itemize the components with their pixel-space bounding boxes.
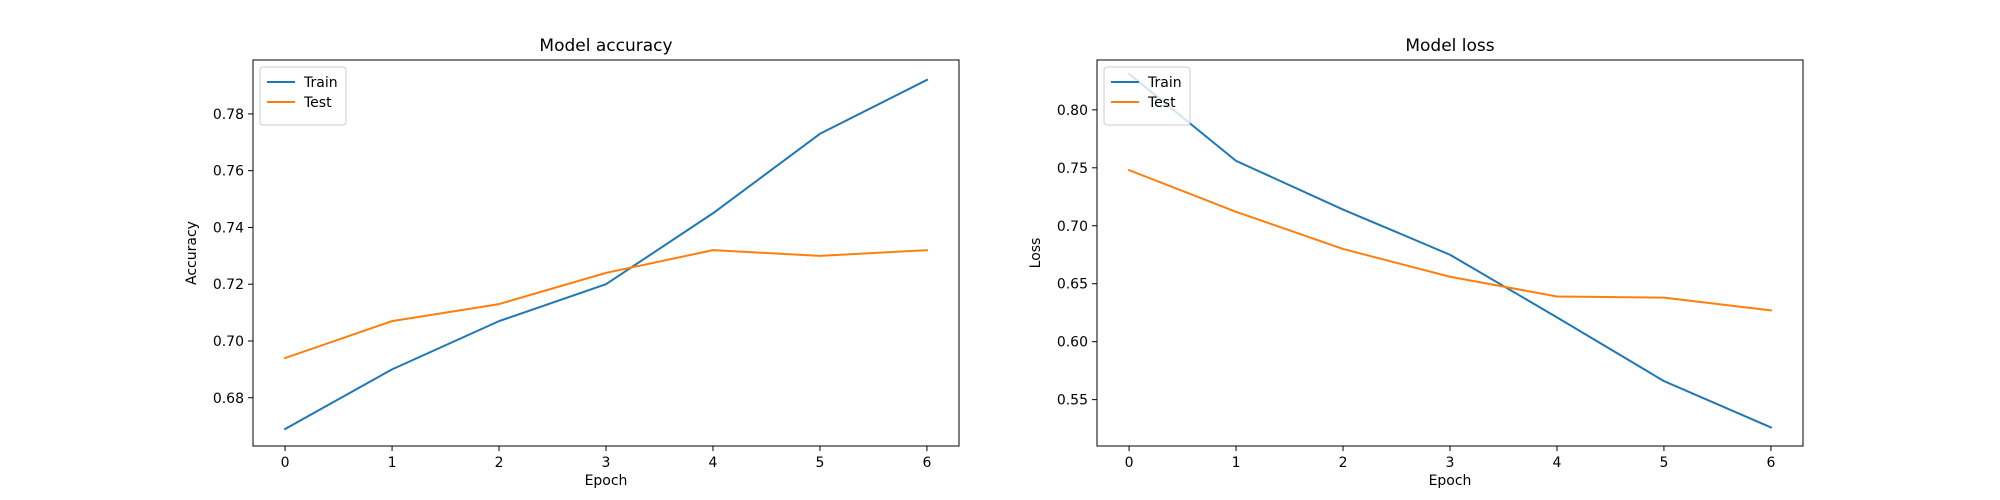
loss-legend-label-test: Test [1147,95,1176,111]
loss-x-tick-label: 3 [1446,455,1455,471]
accuracy-x-tick-label: 0 [281,455,290,471]
loss-x-tick-label: 2 [1339,455,1348,471]
accuracy-x-tick-label: 5 [815,455,824,471]
accuracy-y-axis-label: Accuracy [184,221,200,285]
loss-y-tick-label: 0.80 [1057,103,1088,119]
loss-x-tick-label: 1 [1232,455,1241,471]
accuracy-train-line [283,78,929,431]
loss-y-tick-label: 0.70 [1057,219,1088,235]
loss-x-tick-label: 5 [1659,455,1668,471]
accuracy-y-tick-label: 0.78 [213,107,244,123]
accuracy-y-tick-label: 0.72 [213,277,244,293]
loss-x-tick-label: 0 [1125,455,1134,471]
loss-y-tick-label: 0.75 [1057,161,1088,177]
loss-legend-label-train: Train [1147,75,1182,91]
accuracy-x-axis-label: Epoch [585,473,628,489]
loss-x-tick-label: 6 [1766,455,1775,471]
loss-legend: Train Test [1103,66,1191,126]
accuracy-chart: Model accuracy 0 1 2 3 4 5 6 0.68 0.70 0.72 0.74 0.7… [184,36,960,489]
loss-y-axis-label: Loss [1028,238,1044,269]
accuracy-y-tick-label: 0.76 [213,164,244,180]
accuracy-legend-label-train: Train [303,75,338,91]
loss-train-line [1127,72,1773,429]
loss-y-tick-label: 0.65 [1057,277,1088,293]
loss-plot-area [1097,60,1803,446]
accuracy-chart-title: Model accuracy [539,36,672,56]
accuracy-legend-label-test: Test [303,95,332,111]
loss-test-line [1127,168,1773,312]
accuracy-y-tick-label: 0.70 [213,334,244,350]
accuracy-x-tick-label: 3 [602,455,611,471]
loss-y-tick-label: 0.55 [1057,393,1088,409]
loss-x-tick-label: 4 [1553,455,1562,471]
loss-y-tick-label: 0.60 [1057,335,1088,351]
accuracy-y-tick-label: 0.68 [213,391,244,407]
accuracy-x-tick-label: 4 [709,455,718,471]
accuracy-x-tick-label: 1 [388,455,397,471]
accuracy-y-tick-label: 0.74 [213,220,244,236]
loss-x-axis-label: Epoch [1429,473,1472,489]
accuracy-x-tick-label: 6 [922,455,931,471]
loss-axes-frame [1096,59,1804,447]
accuracy-x-tick-label: 2 [495,455,504,471]
accuracy-test-line [283,249,928,360]
loss-chart: Model loss 0 1 2 3 4 5 6 0.55 0.60 0.65 0.70 0.75 0.8… [1028,36,1804,489]
loss-chart-title: Model loss [1405,36,1494,56]
accuracy-axes-frame [252,59,960,447]
accuracy-legend: Train Test [259,66,347,126]
